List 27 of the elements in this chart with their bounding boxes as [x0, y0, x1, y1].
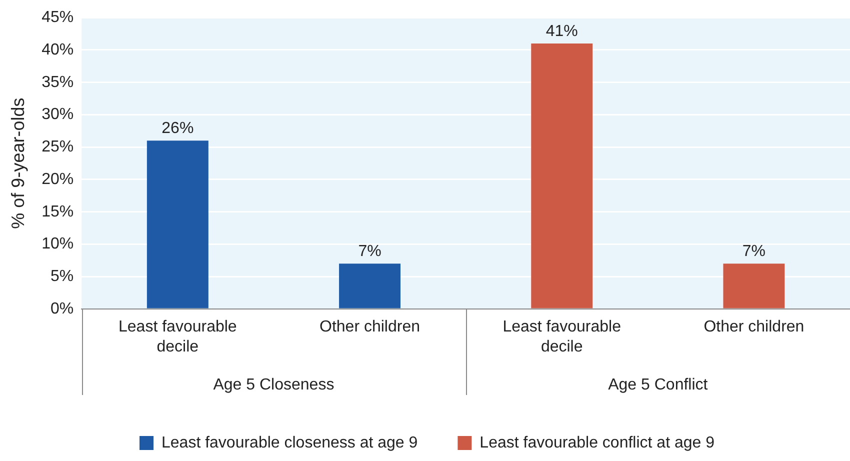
data-label: 41%: [546, 22, 578, 40]
y-tick-label: 5%: [50, 268, 74, 286]
y-tick-label: 30%: [42, 106, 74, 124]
x-tick-label: Other children: [704, 318, 804, 336]
y-tick-label: 45%: [42, 9, 74, 26]
bar: [339, 264, 400, 308]
legend-label: Least favourable conflict at age 9: [480, 434, 715, 452]
legend-label: Least favourable closeness at age 9: [162, 434, 418, 452]
text: Age 5 Closeness: [213, 376, 334, 394]
y-tick-label: 0%: [50, 300, 74, 318]
y-tick-label: 15%: [42, 203, 74, 220]
text: Age 5 Conflict: [608, 376, 708, 394]
y-tick-label: 35%: [42, 74, 74, 91]
x-tick-label: Least favourable decile: [118, 318, 237, 356]
y-tick-label: 20%: [42, 170, 74, 188]
y-tick-label: 40%: [42, 41, 74, 58]
y-tick-label: 10%: [42, 236, 74, 253]
y-axis-title: % of 9-year-olds: [8, 98, 28, 229]
x-tick-label: Least favourable decile: [502, 318, 622, 356]
data-label: 26%: [162, 120, 194, 138]
bar: [723, 264, 785, 308]
x-tick-label: Other children: [320, 318, 420, 336]
data-label: 7%: [358, 243, 382, 260]
data-label: 7%: [742, 243, 766, 260]
y-tick-label: 25%: [42, 138, 74, 156]
bar: [531, 44, 593, 308]
bar: [146, 140, 208, 308]
